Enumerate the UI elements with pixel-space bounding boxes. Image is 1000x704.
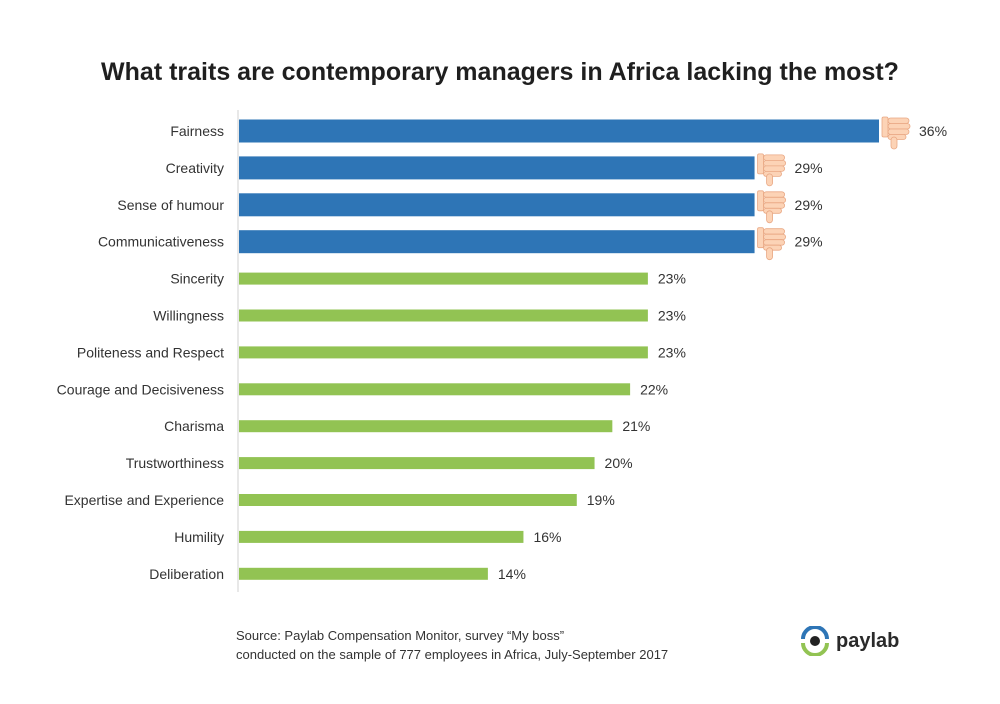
logo-text: paylab	[836, 629, 900, 652]
bar	[239, 420, 613, 433]
source-line-2: conducted on the sample of 777 employees…	[236, 647, 669, 662]
value-label: 36%	[919, 123, 947, 139]
category-label: Fairness	[170, 123, 224, 139]
value-label: 23%	[658, 271, 686, 287]
chart-title: What traits are contemporary managers in…	[101, 58, 899, 86]
category-label: Willingness	[153, 308, 224, 324]
category-label: Deliberation	[149, 566, 224, 582]
thumbs-down-icon	[881, 116, 911, 150]
category-label: Charisma	[164, 418, 224, 434]
category-label: Trustworthiness	[126, 455, 224, 471]
thumbs-down-icon	[757, 190, 786, 224]
bar	[239, 309, 648, 322]
value-label: 29%	[795, 197, 823, 213]
value-label: 29%	[795, 160, 823, 176]
bar	[239, 346, 648, 359]
thumbs-down-icon	[757, 153, 786, 187]
value-label: 19%	[587, 492, 615, 508]
bar	[239, 383, 631, 396]
value-label: 16%	[533, 529, 561, 545]
paylab-eye-icon	[801, 626, 829, 656]
bar	[239, 530, 524, 543]
category-label: Courage and Decisiveness	[57, 381, 224, 397]
thumbs-down-icon	[757, 227, 786, 261]
bar	[239, 193, 755, 217]
bar	[239, 119, 879, 143]
bar	[239, 567, 488, 580]
value-label: 23%	[658, 344, 686, 360]
bar	[239, 494, 577, 506]
category-label: Humility	[174, 529, 224, 545]
bar	[239, 230, 755, 254]
value-label: 22%	[640, 381, 668, 397]
category-label: Expertise and Experience	[64, 492, 224, 508]
bar	[239, 156, 755, 180]
category-label: Creativity	[166, 160, 224, 176]
value-label: 14%	[498, 566, 526, 582]
bar	[239, 272, 648, 285]
value-label: 29%	[795, 234, 823, 250]
category-label: Sincerity	[170, 271, 224, 287]
value-label: 20%	[605, 455, 633, 471]
category-label: Sense of humour	[117, 197, 224, 213]
value-label: 21%	[622, 418, 650, 434]
source-line-1: Source: Paylab Compensation Monitor, sur…	[236, 628, 565, 643]
category-label: Communicativeness	[98, 234, 224, 250]
value-label: 23%	[658, 308, 686, 324]
category-label: Politeness and Respect	[77, 344, 224, 360]
paylab-logo: paylab	[800, 626, 899, 656]
bar	[239, 457, 595, 470]
source-note: Source: Paylab Compensation Monitor, sur…	[236, 626, 668, 664]
